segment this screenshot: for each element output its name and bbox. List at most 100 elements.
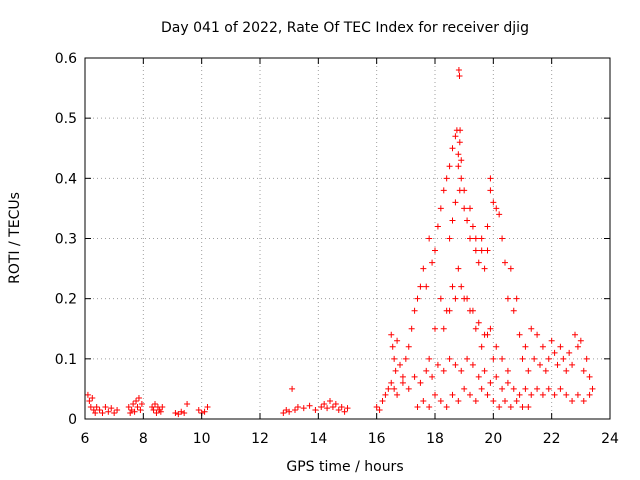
data-point (423, 283, 430, 290)
data-point (574, 343, 581, 350)
data-point (411, 373, 418, 380)
data-point (432, 325, 438, 332)
data-point (461, 205, 468, 212)
data-point (429, 259, 436, 266)
data-point (490, 355, 497, 362)
data-point (137, 406, 144, 413)
data-point (455, 151, 462, 158)
data-point (510, 385, 517, 392)
data-point (455, 67, 462, 74)
data-point (461, 385, 468, 392)
axis-ticks (84, 57, 611, 420)
data-point (522, 385, 529, 392)
data-point (446, 163, 453, 170)
data-point (420, 397, 427, 404)
data-point (379, 397, 386, 404)
data-point (455, 397, 462, 404)
data-point (399, 379, 406, 386)
data-point (159, 403, 166, 410)
y-tick-label: 0.1 (55, 352, 77, 368)
data-point (560, 355, 567, 362)
data-point (405, 385, 412, 392)
data-point (446, 307, 453, 314)
data-point (525, 403, 532, 410)
data-point (456, 139, 463, 146)
data-point (516, 331, 523, 338)
data-point (496, 211, 503, 218)
data-point (472, 235, 479, 242)
data-point (519, 403, 526, 410)
x-tick-label: 24 (601, 431, 619, 447)
data-point (475, 259, 482, 266)
x-tick-label: 18 (426, 431, 444, 447)
data-point (464, 355, 471, 362)
data-point (93, 403, 100, 410)
data-point (548, 337, 555, 344)
data-point (405, 343, 412, 350)
data-point (394, 337, 401, 344)
data-point (499, 385, 506, 392)
data-point (329, 403, 336, 410)
data-point (135, 394, 142, 401)
data-point (446, 355, 453, 362)
data-point (149, 403, 156, 410)
data-point (335, 406, 342, 413)
data-point (426, 235, 433, 242)
data-point (525, 367, 532, 374)
data-point (125, 403, 132, 410)
data-point (499, 355, 506, 362)
data-point (111, 409, 118, 416)
data-point (504, 367, 511, 374)
data-point (472, 247, 479, 254)
data-point (537, 361, 543, 368)
data-point (133, 397, 140, 404)
data-point (499, 235, 506, 242)
data-point (545, 385, 552, 392)
data-point (292, 406, 298, 413)
data-point (392, 367, 399, 374)
data-point (472, 397, 479, 404)
data-point (318, 403, 325, 410)
data-point (402, 355, 409, 362)
data-point (457, 127, 464, 134)
data-point (469, 223, 476, 230)
data-point (437, 205, 444, 212)
data-point (423, 367, 430, 374)
data-point (493, 373, 500, 380)
data-point (449, 217, 456, 224)
y-tick-label: 0.3 (55, 232, 77, 248)
data-point (589, 385, 596, 392)
data-point (484, 247, 491, 254)
y-tick-labels: 0 0.1 0.2 0.3 0.4 0.5 0.6 (55, 51, 77, 428)
data-point (440, 325, 447, 332)
data-point (414, 295, 421, 302)
data-point (487, 325, 494, 332)
data-point (108, 405, 115, 412)
data-point (114, 406, 121, 413)
data-point (493, 343, 500, 350)
data-point (324, 405, 331, 412)
data-point (490, 199, 497, 206)
data-point (577, 337, 584, 344)
data-point (481, 367, 488, 374)
data-point (504, 295, 511, 302)
data-point (172, 409, 179, 416)
data-point (96, 406, 103, 413)
data-point (397, 361, 403, 368)
data-point (289, 385, 296, 392)
data-point (446, 235, 453, 242)
data-point (321, 400, 328, 407)
data-point (338, 403, 345, 410)
data-point (583, 355, 590, 362)
data-point (391, 385, 398, 392)
data-point (332, 400, 339, 407)
data-point (455, 265, 462, 272)
data-point (449, 391, 456, 398)
data-point (280, 409, 287, 416)
data-point (545, 355, 552, 362)
data-point (385, 385, 392, 392)
data-point (429, 373, 436, 380)
x-tick-label: 6 (81, 431, 90, 447)
data-point (417, 283, 424, 290)
data-point (481, 331, 488, 338)
